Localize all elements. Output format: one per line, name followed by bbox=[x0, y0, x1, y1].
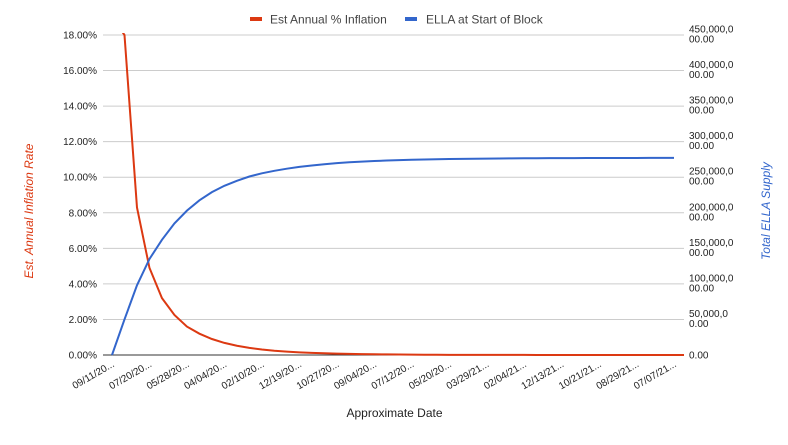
y-left-axis-title: Est. Annual Inflation Rate bbox=[22, 143, 36, 278]
y-right-tick-label: 250,000,0 00.00 bbox=[689, 167, 734, 188]
y-right-tick-label: 350,000,0 00.00 bbox=[689, 96, 734, 117]
y-left-tick-label: 6.00% bbox=[69, 244, 97, 255]
series-lines bbox=[111, 26, 686, 356]
y-left-tick-label: 18.00% bbox=[63, 31, 97, 42]
y-right-tick-label: 0.00 bbox=[689, 351, 709, 362]
legend-label-1[interactable]: Est Annual % Inflation bbox=[270, 13, 387, 27]
y-right-axis-title: Total ELLA Supply bbox=[759, 161, 773, 260]
y-left-tick-label: 16.00% bbox=[63, 66, 97, 77]
y-left-tick-label: 12.00% bbox=[63, 137, 97, 148]
y-right-tick-label: 100,000,0 00.00 bbox=[689, 273, 734, 294]
series-line-1[interactable] bbox=[118, 26, 686, 356]
gridlines bbox=[103, 34, 684, 356]
legend-label-2[interactable]: ELLA at Start of Block bbox=[426, 13, 544, 27]
y-right-tick-label: 400,000,0 00.00 bbox=[689, 60, 734, 81]
y-left-tick-label: 4.00% bbox=[69, 279, 97, 290]
y-left-tick-label: 10.00% bbox=[63, 173, 97, 184]
legend[interactable]: Est Annual % Inflation ELLA at Start of B… bbox=[250, 13, 544, 27]
axis-labels: Approximate Date Est. Annual Inflation Ra… bbox=[22, 143, 773, 420]
y-right-tick-label: 150,000,0 00.00 bbox=[689, 238, 734, 259]
y-right-tick-label: 50,000,0 0.00 bbox=[689, 309, 728, 330]
y-right-tick-label: 450,000,0 00.00 bbox=[689, 25, 734, 46]
y-left-tick-label: 8.00% bbox=[69, 208, 97, 219]
y-left-tick-label: 14.00% bbox=[63, 102, 97, 113]
y-left-tick-label: 0.00% bbox=[69, 351, 97, 362]
x-tick-label: 07/07/21... bbox=[632, 359, 678, 392]
legend-swatch-1[interactable] bbox=[250, 17, 262, 21]
series-line-2[interactable] bbox=[111, 156, 675, 356]
y-left-tick-label: 2.00% bbox=[69, 315, 97, 326]
legend-swatch-2[interactable] bbox=[405, 17, 417, 21]
y-right-tick-label: 300,000,0 00.00 bbox=[689, 131, 734, 152]
x-axis-title: Approximate Date bbox=[346, 406, 442, 420]
y-right-tick-label: 200,000,0 00.00 bbox=[689, 202, 734, 223]
axes: 0.00% 2.00% 4.00% 6.00% 8.00% 10.00% 12.00% 14.… bbox=[63, 25, 734, 393]
